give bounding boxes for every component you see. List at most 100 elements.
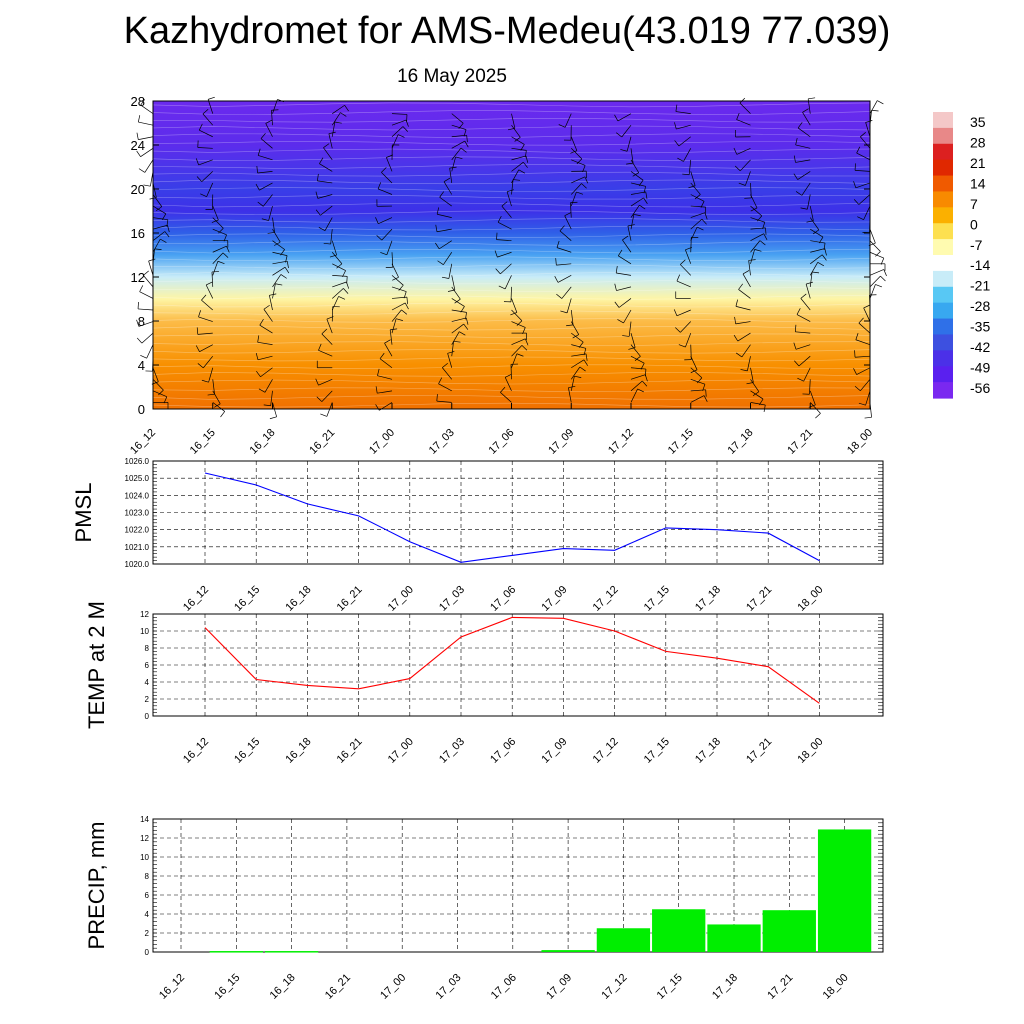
- xtick-label: 17_18: [693, 584, 723, 614]
- wind-barb-feather: [436, 394, 438, 402]
- wind-barb-feather: [808, 97, 816, 100]
- contour-line: [152, 379, 871, 385]
- wind-barb-feather: [507, 189, 514, 193]
- wind-barb-feather: [465, 312, 467, 320]
- xtick-label: 17_09: [544, 972, 574, 1002]
- colorbar-label: -42: [970, 339, 990, 355]
- wind-barb-staff: [451, 309, 467, 313]
- wind-barb: [152, 231, 170, 241]
- wind-barb-staff: [511, 179, 514, 195]
- ytick-label: 10: [140, 627, 149, 636]
- wind-barb: [451, 323, 469, 334]
- wind-barb-staff: [199, 344, 213, 353]
- wind-barb-feather: [201, 379, 209, 383]
- wind-barb-feather: [223, 234, 227, 242]
- xtick-label: 17_00: [386, 584, 416, 614]
- wind-barb-feather: [643, 186, 646, 194]
- wind-barb-staff: [212, 217, 224, 229]
- wind-barb: [856, 146, 871, 161]
- wind-barb-staff: [750, 249, 755, 264]
- xtick-label: 16_18: [268, 972, 298, 1002]
- ytick-label: 1022.0: [125, 526, 150, 535]
- wind-barb-staff: [559, 230, 572, 241]
- wind-barb-feather: [756, 215, 763, 222]
- wind-barb-feather: [454, 298, 461, 304]
- wind-barb: [498, 275, 512, 290]
- wind-barb: [375, 386, 393, 394]
- wind-barb-feather: [317, 173, 319, 181]
- wind-barb: [323, 143, 333, 161]
- wind-barb-feather: [765, 227, 767, 235]
- wind-barb: [391, 126, 409, 138]
- wind-barb-feather: [269, 293, 277, 296]
- wind-barb-staff: [855, 355, 871, 358]
- wind-barb-staff: [391, 275, 404, 286]
- contour-line: [152, 241, 871, 246]
- xtick-label: 18_00: [821, 972, 851, 1002]
- wind-barb: [809, 271, 820, 287]
- wind-barb: [152, 224, 170, 233]
- wind-barb: [152, 238, 167, 253]
- wind-barb-staff: [212, 402, 225, 412]
- wind-barb-staff: [685, 332, 692, 348]
- contour-line: [152, 348, 871, 354]
- wind-barb-staff: [451, 331, 460, 345]
- wind-barb-staff: [197, 147, 213, 149]
- heatmap-xtick-label: 17_15: [666, 427, 696, 457]
- wind-barb: [139, 285, 154, 299]
- wind-barb-feather: [257, 201, 264, 207]
- wind-barb-staff: [570, 183, 582, 195]
- wind-barb: [511, 169, 526, 184]
- colorbar-swatch: [933, 334, 953, 351]
- ytick-label: 2: [145, 695, 150, 704]
- wind-barb-staff: [317, 180, 333, 184]
- wind-barb-feather: [507, 127, 515, 131]
- wind-barb-feather: [823, 242, 826, 251]
- wind-barb: [143, 270, 154, 288]
- colorbar-swatch: [933, 239, 953, 256]
- wind-barb: [389, 328, 398, 345]
- wind-barb-feather: [319, 157, 324, 164]
- wind-barb: [201, 367, 214, 383]
- wind-barb: [272, 266, 290, 276]
- ytick-label: 12: [140, 834, 149, 843]
- wind-barb: [630, 380, 648, 392]
- wind-barb-staff: [212, 390, 221, 405]
- wind-barb: [315, 378, 333, 386]
- wind-barb: [451, 124, 467, 137]
- wind-barb-feather: [812, 271, 820, 274]
- wind-barb-staff: [797, 171, 811, 180]
- wind-barb: [690, 356, 698, 374]
- wind-barb-feather: [696, 377, 703, 384]
- xtick-label: 16_15: [232, 584, 262, 614]
- wind-barb: [263, 390, 273, 407]
- wind-barb: [196, 327, 213, 335]
- xtick-label: 16_12: [181, 584, 211, 614]
- wind-barb-feather: [738, 182, 746, 186]
- ytick-label: 1023.0: [125, 509, 150, 518]
- wind-barb-staff: [570, 202, 572, 218]
- wind-barb: [869, 251, 885, 265]
- wind-barb: [437, 252, 453, 265]
- wind-barb-feather: [260, 133, 266, 139]
- wind-barb: [137, 301, 154, 311]
- ytick-label: 8: [145, 872, 150, 881]
- wind-barb-feather: [554, 276, 559, 283]
- xtick-label: 16_15: [212, 972, 242, 1002]
- wind-barb: [630, 344, 641, 361]
- ytick-label: 1025.0: [125, 474, 150, 483]
- wind-barb-staff: [564, 113, 572, 128]
- wind-barb: [391, 309, 408, 322]
- wind-barb-feather: [856, 146, 861, 154]
- wind-barb-staff: [690, 171, 696, 186]
- wind-barb-staff: [561, 286, 572, 299]
- wind-barb-feather: [267, 232, 275, 234]
- wind-barb-feather: [675, 104, 678, 112]
- wind-barb-staff: [504, 275, 512, 290]
- wind-barb-staff: [809, 402, 821, 414]
- wind-barb-feather: [453, 340, 461, 343]
- wind-barb-staff: [258, 155, 273, 161]
- wind-barb: [331, 252, 343, 269]
- wind-barb: [733, 332, 751, 342]
- wind-barb-feather: [853, 199, 860, 205]
